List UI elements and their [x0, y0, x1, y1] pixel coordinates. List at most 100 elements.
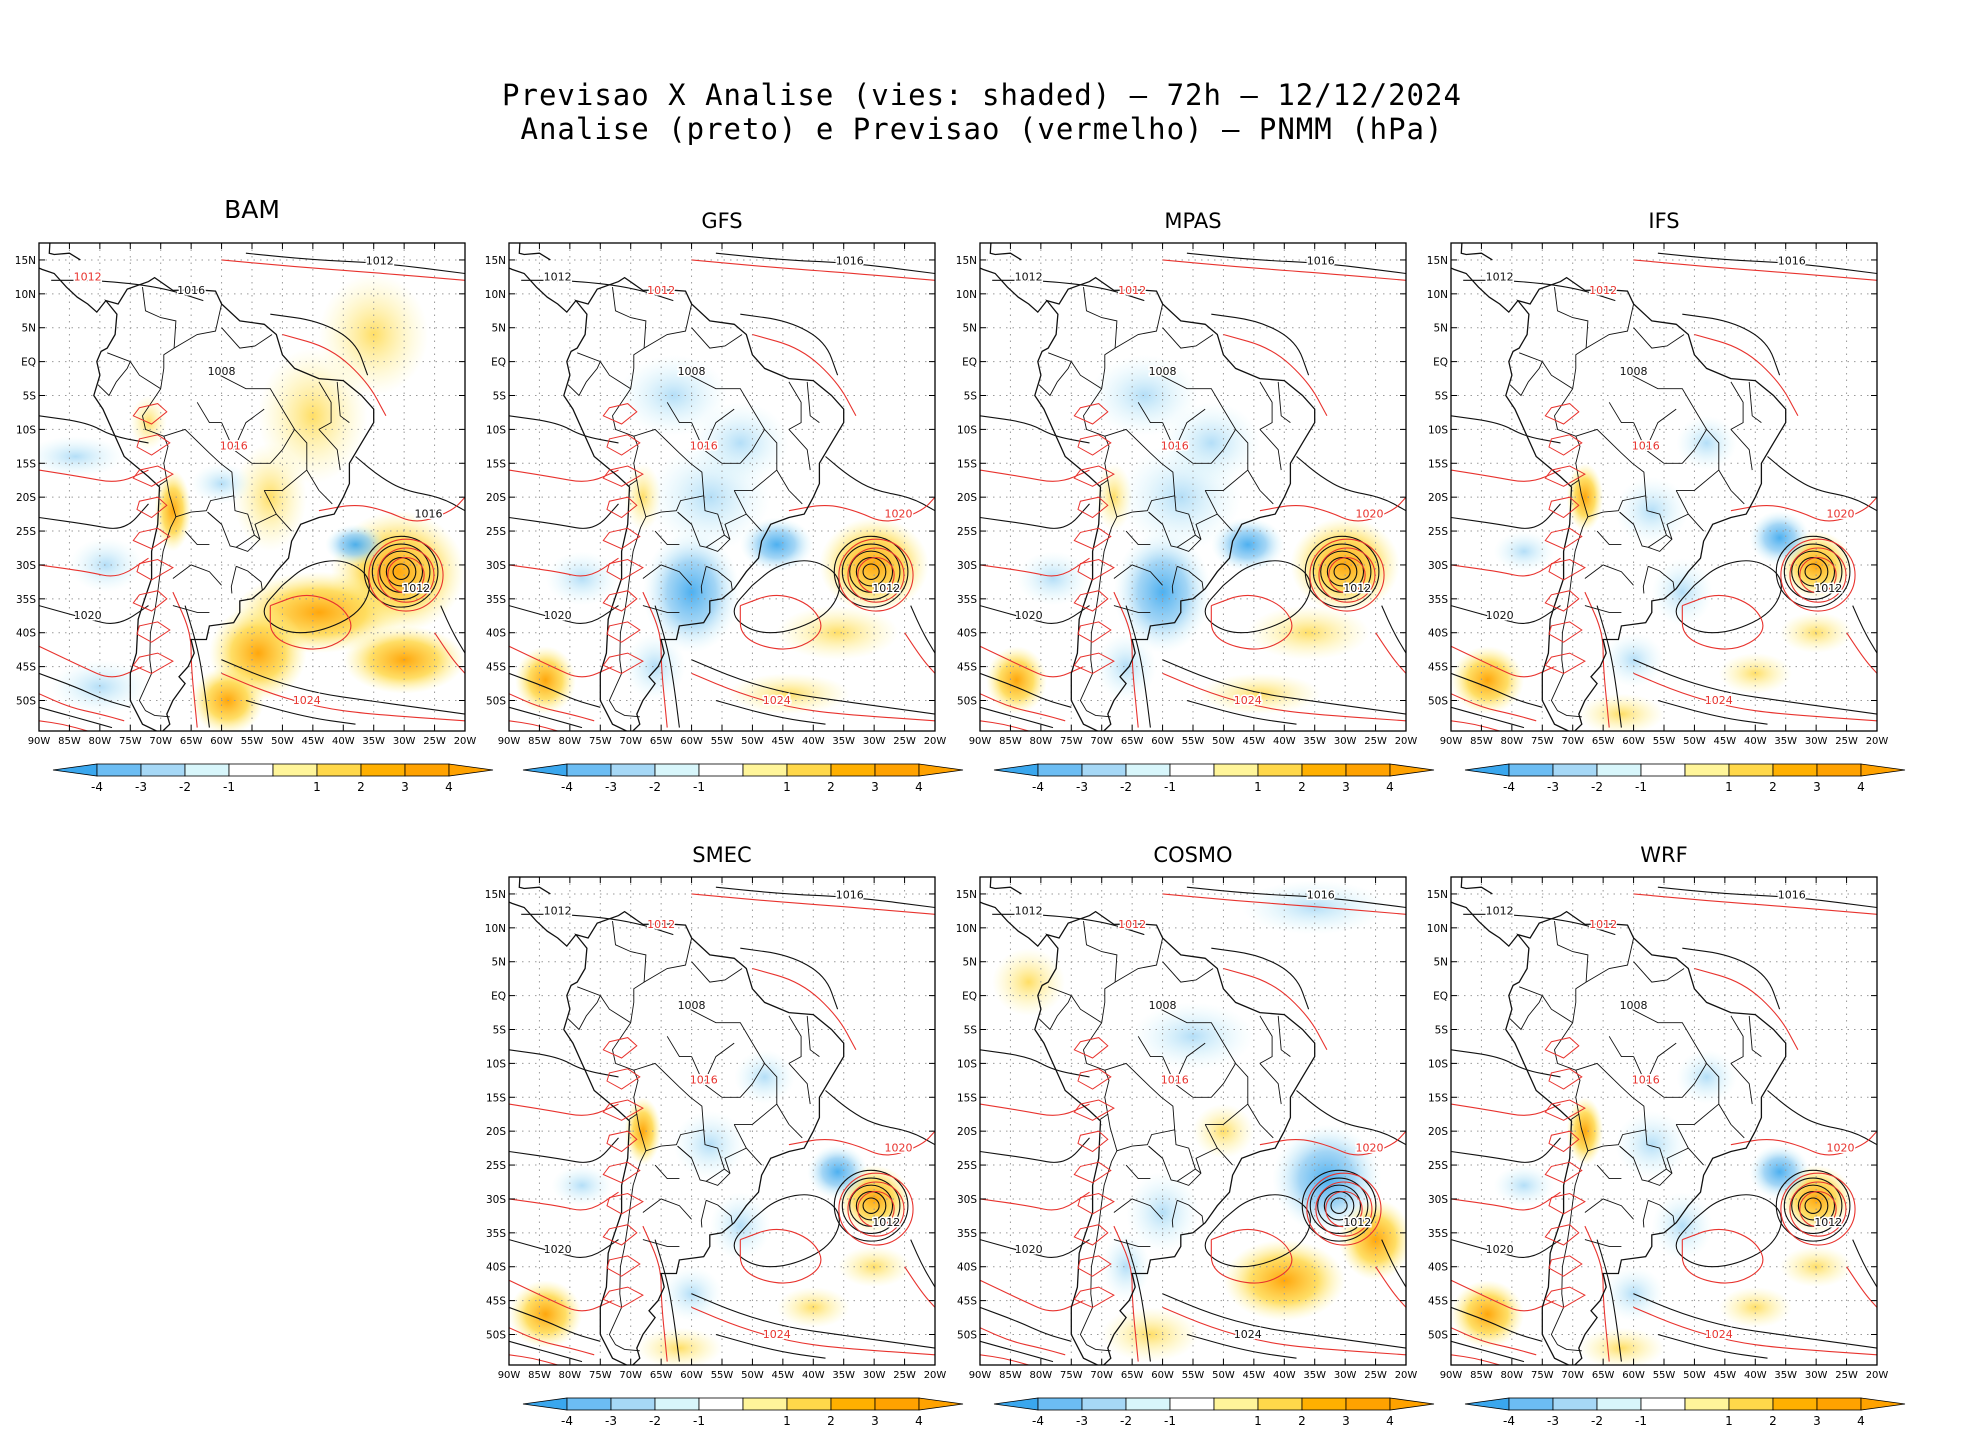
lat-label: 50S — [957, 696, 977, 708]
colorbar-label: -2 — [1120, 780, 1132, 794]
low-center-ring — [1783, 543, 1843, 600]
lat-label: 30S — [957, 560, 977, 572]
low-center-ring-forecast — [1789, 1181, 1847, 1237]
forecast-isobar-andes — [1073, 1224, 1109, 1246]
colorbar-segment — [1596, 763, 1642, 777]
forecast-isobar — [318, 496, 465, 522]
contour-label: 1020 — [544, 1243, 572, 1256]
country-border — [1148, 495, 1196, 548]
lat-label: 30S — [1428, 560, 1448, 572]
analysis-isobar — [1451, 605, 1561, 624]
colorbar-label: -4 — [1503, 1414, 1515, 1428]
forecast-isobar — [1451, 1354, 1500, 1365]
contour-label: 1008 — [1149, 365, 1177, 378]
country-border — [706, 565, 733, 591]
lon-label: 25W — [423, 736, 446, 747]
colorbar: -4 -3 -2 -1 1 2 3 4 — [993, 763, 1435, 794]
lon-label: 70W — [619, 736, 642, 747]
colorbar-triangle-high — [448, 763, 494, 777]
country-border — [1718, 469, 1745, 505]
forecast-isobar — [980, 557, 1090, 577]
contour-label: 1012 — [366, 255, 394, 268]
colorbar-label: -2 — [1591, 1414, 1603, 1428]
lon-label: 25W — [1364, 736, 1387, 747]
colorbar-label: -4 — [91, 780, 103, 794]
panel-smec: SMEC 1012 1016 1012 1008 1020 1024 1012 1016 1020… — [485, 843, 964, 1428]
analysis-isobar — [1162, 659, 1406, 715]
country-border — [806, 381, 820, 423]
analysis-isobar — [521, 913, 674, 936]
lat-label: 45S — [486, 1296, 506, 1308]
lat-label: 10N — [956, 289, 977, 301]
country-border — [163, 428, 235, 518]
forecast-isobar — [1113, 591, 1139, 728]
country-border — [1642, 1200, 1649, 1228]
country-border — [1171, 1200, 1178, 1228]
colorbar-segment — [316, 763, 362, 777]
contour-label: 1016 — [836, 255, 864, 268]
low-center-ring-forecast — [1306, 1172, 1382, 1246]
forecast-isobar — [1451, 1191, 1561, 1211]
lon-label: 75W — [1531, 1370, 1554, 1381]
forecast-isobar — [39, 469, 149, 482]
colorbar-label: 2 — [827, 1414, 835, 1428]
analysis-isobar — [509, 672, 601, 708]
colorbar-triangle-high — [918, 1397, 964, 1411]
forecast-isobar-andes — [1077, 1192, 1115, 1215]
forecast-isobar-andes — [606, 434, 641, 456]
lat-label: 50S — [957, 1330, 977, 1342]
country-border — [1137, 1036, 1163, 1058]
panel-gfs: GFS1012101610121008102010241012101610201… — [485, 209, 964, 794]
lat-label: EQ — [962, 991, 977, 1003]
country-border — [700, 1200, 707, 1228]
lon-label: 55W — [711, 736, 734, 747]
lat-label: 25S — [16, 526, 36, 538]
country-border — [336, 381, 350, 423]
colorbar-label: 3 — [401, 780, 409, 794]
lon-label: 60W — [680, 1370, 703, 1381]
country-border — [1585, 937, 1635, 983]
analysis-isobar — [1657, 1333, 1768, 1359]
colorbar-label: 3 — [871, 780, 879, 794]
analysis-isobar — [1852, 1239, 1877, 1288]
lat-label: 40S — [16, 628, 36, 640]
country-border — [703, 408, 735, 450]
colorbar-triangle-high — [1860, 763, 1906, 777]
colorbar-label: -3 — [1547, 780, 1559, 794]
country-border — [230, 566, 237, 594]
map-area: 1012 1016 1012 1008 1020 1024 1012 1016 1020 — [509, 243, 935, 731]
forecast-isobar — [1694, 967, 1799, 1051]
colorbar-label: 4 — [445, 780, 453, 794]
bias-shading — [1651, 1192, 1713, 1260]
forecast-isobar — [1451, 469, 1561, 482]
forecast-isobar — [691, 259, 935, 281]
colorbar-label: 1 — [1254, 1414, 1262, 1428]
colorbar-label: -2 — [1591, 780, 1603, 794]
colorbar-label: 1 — [783, 780, 791, 794]
country-border — [706, 1199, 733, 1225]
lat-label: 10S — [1428, 1058, 1448, 1070]
colorbar-segment — [1169, 763, 1215, 777]
contour-label: 1012 — [1814, 1216, 1842, 1229]
forecast-isobar-andes — [602, 1224, 638, 1246]
forecast-isobar-andes — [602, 652, 644, 674]
forecast-isobar — [1451, 1279, 1555, 1312]
analysis-isobar — [825, 1090, 935, 1146]
forecast-isobar-andes — [1544, 1161, 1583, 1184]
country-border — [612, 287, 647, 389]
contour-label: 1024 — [1705, 1328, 1733, 1341]
colorbar-segment — [830, 1397, 876, 1411]
analysis-isobar — [184, 605, 210, 728]
lat-label: 5S — [1435, 1025, 1449, 1037]
lon-label: 40W — [1744, 736, 1767, 747]
lat-label: 35S — [957, 594, 977, 606]
country-border — [788, 1015, 802, 1064]
forecast-isobar — [509, 1191, 619, 1211]
colorbar-segment — [1640, 763, 1686, 777]
bias-shading — [673, 1110, 747, 1179]
country-border — [642, 1239, 680, 1247]
country-border — [666, 402, 692, 424]
forecast-isobar-andes — [136, 496, 168, 519]
colorbar-segment — [742, 763, 788, 777]
